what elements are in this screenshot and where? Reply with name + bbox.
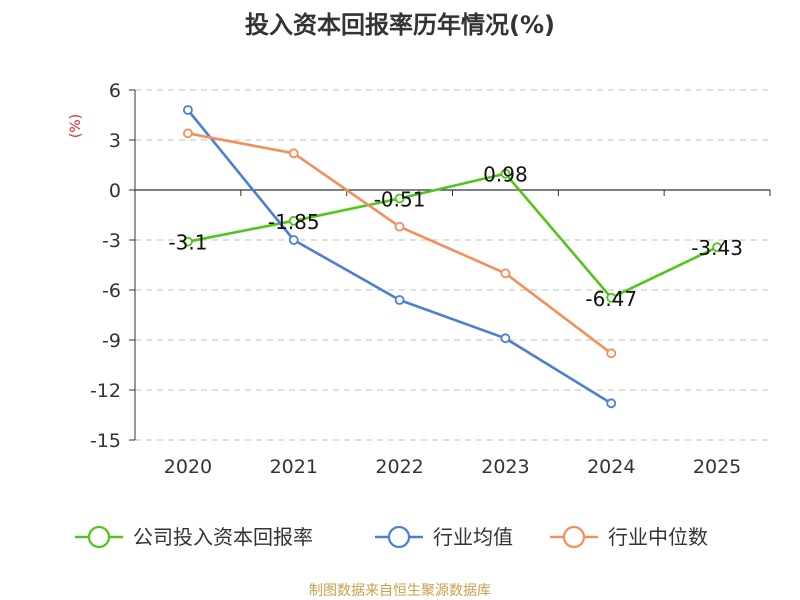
legend-item[interactable]: 行业中位数 [550, 525, 708, 549]
data-point [500, 333, 511, 344]
legend-label: 行业均值 [433, 525, 513, 549]
y-tick-label: -6 [102, 280, 121, 302]
x-tick-label: 2022 [375, 456, 423, 478]
y-tick-label: -12 [90, 380, 121, 402]
data-point [394, 193, 405, 204]
legend-item[interactable]: 行业均值 [375, 525, 513, 549]
grid-layer [135, 89, 770, 441]
legend-label: 公司投入资本回报率 [133, 525, 313, 549]
legend-marker [562, 525, 586, 549]
data-point [183, 128, 193, 139]
series-line-2 [186, 109, 612, 405]
data-label: -3.1 [168, 231, 207, 255]
data-label: -3.43 [691, 236, 743, 260]
data-point [183, 105, 193, 115]
data-label: -1.85 [268, 210, 320, 234]
x-tick-label: 2025 [693, 456, 741, 478]
data-point [394, 221, 405, 232]
data-point [606, 292, 617, 303]
series-layer [183, 105, 722, 409]
data-point [500, 268, 511, 279]
series-line-3 [187, 132, 613, 355]
x-tick-label: 2020 [164, 456, 212, 478]
y-tick-label: 6 [109, 80, 121, 102]
source-note: 制图数据来自恒生聚源数据库 [309, 583, 491, 599]
data-point [394, 295, 405, 305]
data-point [606, 398, 617, 409]
y-axis-unit: (%) [68, 114, 84, 138]
chart-title: 投入资本回报率历年情况(%) [245, 11, 555, 39]
data-point [288, 215, 299, 226]
data-label: -0.51 [374, 188, 426, 212]
data-point [288, 235, 299, 245]
series-line-1 [187, 172, 718, 300]
x-tick-label: 2024 [587, 456, 635, 478]
legend-marker [87, 525, 111, 549]
legend-label: 行业中位数 [608, 525, 708, 549]
x-tick-label: 2021 [270, 456, 318, 478]
y-tick-label: 0 [109, 180, 121, 202]
axis-layer: 6 3 0 -3 -6 -9 -12 -15 2020 2021 2022 2023 2024 2025 [90, 80, 771, 478]
data-label: 0.98 [483, 163, 528, 187]
data-point [712, 242, 722, 253]
data-label: -6.47 [585, 287, 637, 311]
data-point [183, 236, 193, 247]
legend-item[interactable]: 公司投入资本回报率 [75, 525, 313, 549]
y-tick-label: -3 [102, 230, 121, 252]
data-point [606, 348, 617, 359]
y-tick-label: -15 [90, 430, 121, 452]
legend: 公司投入资本回报率 行业均值 行业中位数 [75, 525, 708, 549]
x-tick-label: 2023 [481, 456, 529, 478]
legend-marker [387, 525, 411, 549]
data-point [500, 168, 511, 179]
y-tick-label: -9 [102, 330, 121, 352]
y-tick-label: 3 [109, 130, 121, 152]
data-point [288, 148, 299, 159]
data-label-layer: -3.1 -1.85 -0.51 0.98 -6.47 -3.43 [168, 163, 743, 311]
